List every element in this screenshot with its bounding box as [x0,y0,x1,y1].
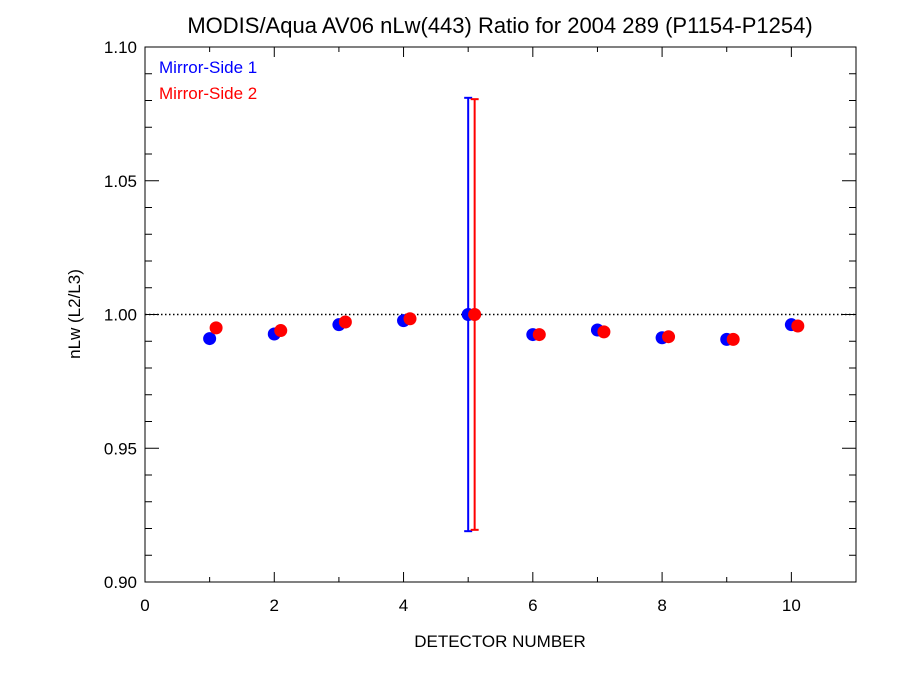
legend: Mirror-Side 1 Mirror-Side 2 [159,58,257,103]
chart-title: MODIS/Aqua AV06 nLw(443) Ratio for 2004 … [187,13,812,38]
y-tick-label: 0.90 [104,573,137,592]
data-point-series-2 [791,319,805,333]
y-tick-label: 1.00 [104,306,137,325]
x-tick-label: 2 [270,596,279,615]
x-axis-label: DETECTOR NUMBER [414,632,586,651]
data-points [203,308,805,346]
legend-entry-mirror-side-1: Mirror-Side 1 [159,58,257,77]
y-tick-label: 1.05 [104,172,137,191]
x-tick-label: 4 [399,596,408,615]
data-point-series-2 [662,330,676,344]
data-point-series-2 [403,312,417,326]
data-point-series-2 [274,324,288,338]
legend-entry-mirror-side-2: Mirror-Side 2 [159,84,257,103]
x-tick-label: 0 [140,596,149,615]
data-point-series-2 [209,321,223,335]
x-tick-label: 10 [782,596,801,615]
x-tick-label: 8 [657,596,666,615]
y-tick-label: 0.95 [104,439,137,458]
data-point-series-2 [532,328,546,342]
y-tick-label: 1.10 [104,38,137,57]
data-point-series-2 [726,332,740,346]
data-point-series-2 [338,315,352,329]
data-point-series-2 [468,308,482,321]
axes: 0 2 4 6 8 10 0.90 0.95 1.00 1.05 1.10 [104,38,857,615]
data-point-series-2 [597,325,611,339]
y-axis-label: nLw (L2/L3) [65,269,84,359]
data-point-series-1 [203,332,217,346]
x-tick-label: 6 [528,596,537,615]
